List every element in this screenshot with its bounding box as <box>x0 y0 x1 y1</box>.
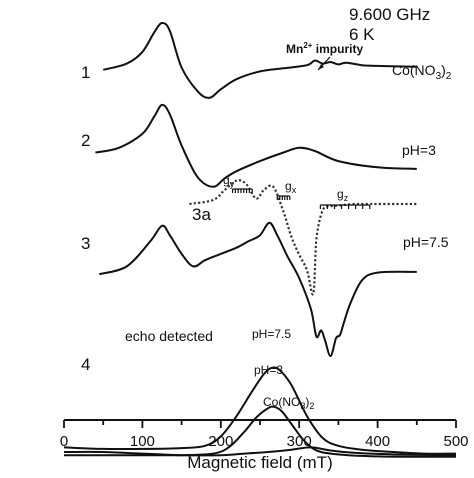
trace-3-label: pH=7.5 <box>403 234 449 250</box>
mn-label-main: Mn <box>286 42 303 56</box>
echo-co-tail: ) <box>305 395 309 409</box>
gz-main: g <box>337 187 344 201</box>
x-axis-label: Magnetic field (mT) <box>187 453 332 472</box>
gy-label: gy <box>223 173 235 189</box>
echo-ph3-label: pH=3 <box>254 363 283 377</box>
gx-sub: x <box>292 185 297 195</box>
g-markers: gy gx gz <box>223 173 371 209</box>
svg-text:Mn2+ impurity: Mn2+ impurity <box>286 41 363 56</box>
mn-label-sup: 2+ <box>303 41 312 50</box>
echo-co-sub: 3 <box>300 401 305 411</box>
trace-1-label-sub: 3 <box>436 71 442 82</box>
echo-detected-label: echo detected <box>125 328 213 344</box>
mn-arrow-head <box>318 64 324 70</box>
x-axis: 0 100 200 300 400 500 <box>60 419 469 450</box>
x-tick-label: 100 <box>130 433 155 450</box>
series-line-3a <box>189 179 417 296</box>
x-tick-label: 400 <box>365 433 390 450</box>
gz-label: gz <box>337 187 349 203</box>
x-tick-label: 500 <box>443 433 468 450</box>
trace-3-number: 3 <box>81 234 90 253</box>
trace-2-label: pH=3 <box>402 142 436 158</box>
mn-impurity-annotation: Mn2+ impurity <box>286 41 363 71</box>
gz-sub: z <box>344 193 349 203</box>
trace-1-label-sub2: 2 <box>446 71 452 82</box>
spectra-group <box>63 21 457 458</box>
gy-sub: y <box>230 179 235 189</box>
x-tick-label: 200 <box>208 433 233 450</box>
gy-main: g <box>223 173 230 187</box>
x-tick-label: 300 <box>287 433 312 450</box>
frequency-label: 9.600 GHz <box>349 5 430 24</box>
temperature-label: 6 K <box>349 25 375 44</box>
series-line-echo-detected-co-no3-2 <box>63 446 457 457</box>
trace-2-number: 2 <box>81 131 90 150</box>
gx-label: gx <box>285 179 297 195</box>
series-line-echo-detected-ph-7-5 <box>63 366 457 455</box>
trace-1-number: 1 <box>81 63 90 82</box>
echo-co-main: Co(NO <box>263 395 300 409</box>
trace-3a-number: 3a <box>192 205 211 224</box>
series-line-ph-3 <box>95 103 417 188</box>
trace-1-label-main: Co(NO <box>392 62 436 78</box>
trace-4-number: 4 <box>81 355 90 374</box>
x-tick-label: 0 <box>60 433 68 450</box>
series-line-co-no3-2 <box>102 21 417 99</box>
echo-ph75-label: pH=7.5 <box>252 327 291 341</box>
echo-co-label: Co(NO3)2 <box>263 395 314 411</box>
trace-1-label-tail: ) <box>441 62 446 78</box>
echo-co-sub2: 2 <box>309 401 314 411</box>
trace-1-label: Co(NO3)2 <box>392 62 452 82</box>
gx-main: g <box>285 179 292 193</box>
series-line-ph-7-5 <box>99 221 417 358</box>
mn-label-tail: impurity <box>312 42 363 56</box>
